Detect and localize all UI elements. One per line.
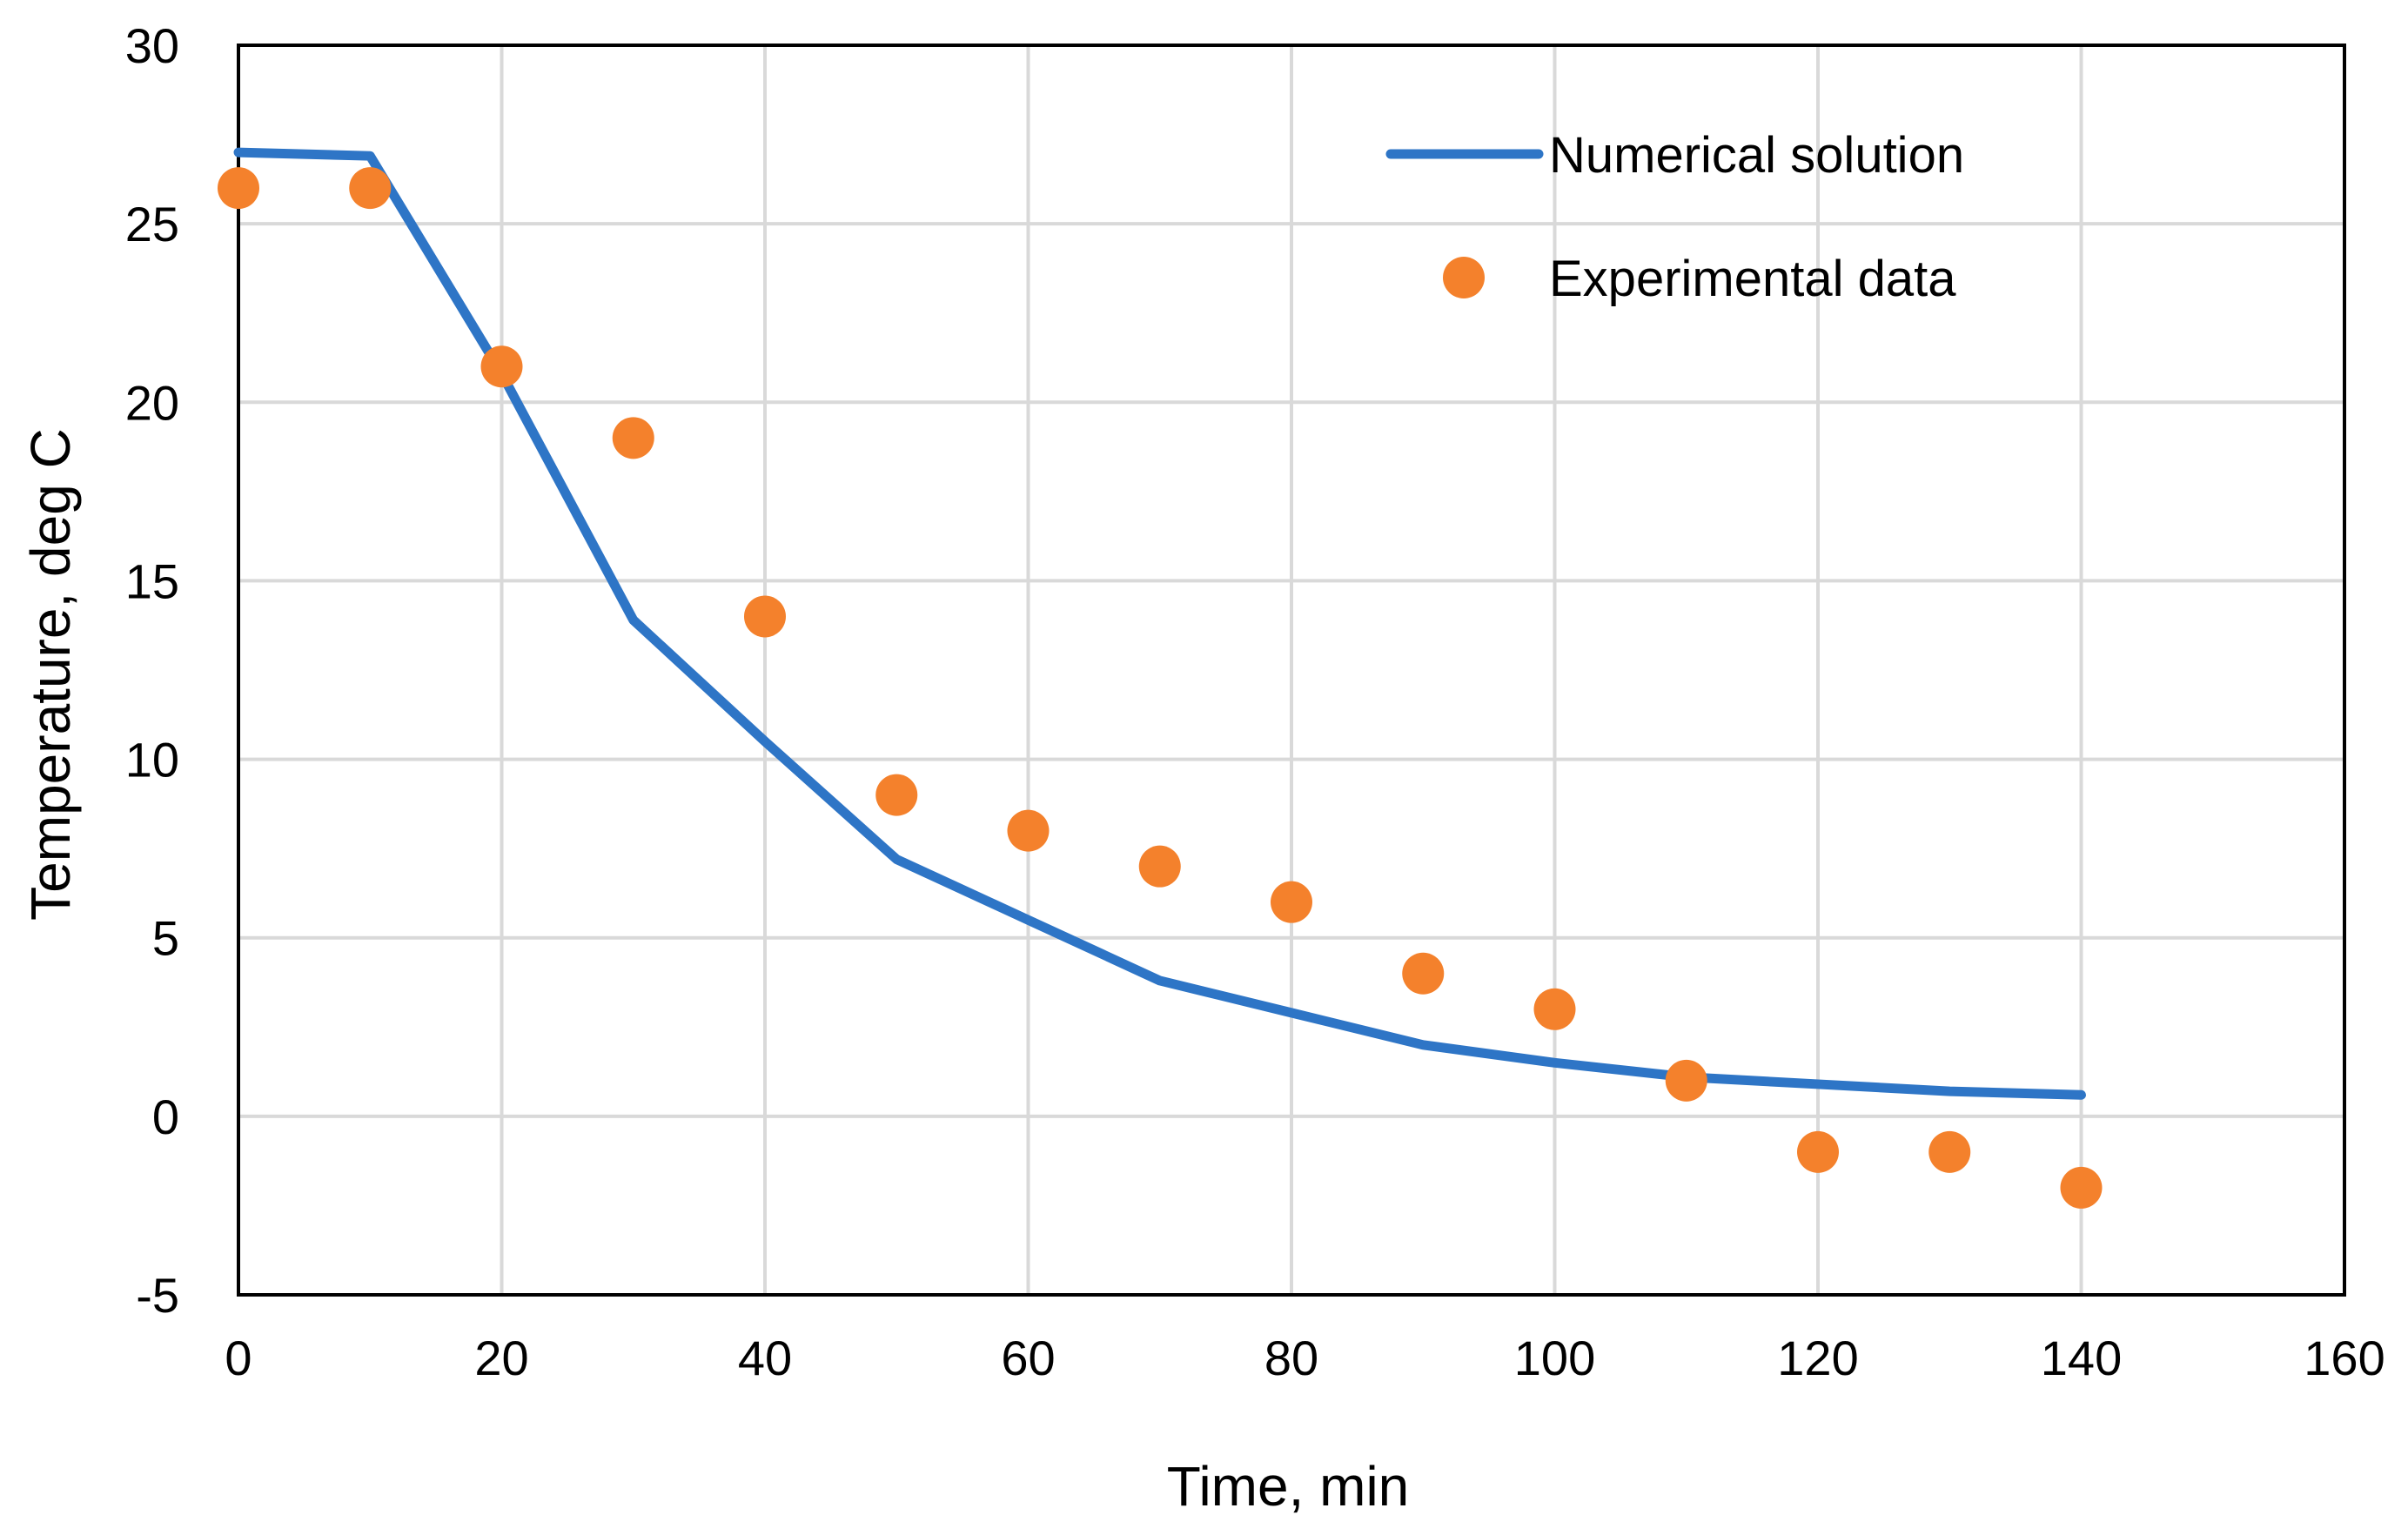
- series-layer: [218, 147, 2103, 1209]
- x-tick-label: 0: [225, 1331, 252, 1385]
- experimental-data-point: [1402, 952, 1445, 995]
- experimental-data-point: [612, 417, 654, 459]
- x-axis-title: Time, min: [1167, 1455, 1410, 1518]
- experimental-data-point: [1797, 1130, 1839, 1173]
- experimental-data-point: [1007, 809, 1050, 852]
- experimental-data-point: [1533, 988, 1576, 1030]
- legend-marker-swatch: [1443, 257, 1485, 298]
- x-tick-label: 140: [2041, 1331, 2122, 1385]
- y-axis-title: Temperature, deg C: [19, 428, 82, 921]
- x-tick-label: 40: [738, 1331, 792, 1385]
- experimental-data-point: [349, 167, 392, 210]
- experimental-data-point: [2060, 1166, 2103, 1209]
- x-tick-label: 120: [1777, 1331, 1858, 1385]
- experimental-data-point: [480, 345, 523, 388]
- legend-label-experimental: Experimental data: [1549, 251, 1956, 307]
- experimental-data-point: [1138, 845, 1181, 888]
- axis-layer: [237, 44, 2346, 1297]
- y-tick-label: 5: [152, 911, 179, 966]
- experimental-data-point: [1665, 1059, 1707, 1102]
- y-tick-label: 10: [125, 733, 179, 788]
- x-tick-label: 60: [1001, 1331, 1055, 1385]
- experimental-data-point: [875, 774, 918, 816]
- experimental-data-point: [218, 167, 259, 210]
- experimental-data-point: [1928, 1130, 1971, 1173]
- y-tick-label: -5: [136, 1268, 179, 1323]
- numerical-solution-line: [233, 147, 2086, 1100]
- x-tick-label: 160: [2304, 1331, 2385, 1385]
- y-tick-label: 25: [125, 197, 179, 251]
- tick-label-layer: 0 20 40 60 80 100 120 140 160 -5 0 5 10 15 20 25 30: [125, 18, 2385, 1385]
- y-tick-label: 30: [125, 18, 179, 73]
- legend: Numerical solution Experimental data: [1385, 127, 1964, 307]
- legend-label-numerical: Numerical solution: [1549, 127, 1964, 184]
- x-tick-label: 80: [1264, 1331, 1318, 1385]
- y-tick-label: 0: [152, 1089, 179, 1144]
- grid-layer: [238, 45, 2344, 1295]
- y-tick-label: 15: [125, 553, 179, 608]
- experimental-data-point: [1271, 881, 1312, 923]
- y-tick-label: 20: [125, 375, 179, 430]
- plot-area-border: [237, 44, 2346, 1297]
- experimental-data-point: [744, 595, 786, 638]
- x-tick-label: 100: [1514, 1331, 1595, 1385]
- x-tick-label: 20: [474, 1331, 528, 1385]
